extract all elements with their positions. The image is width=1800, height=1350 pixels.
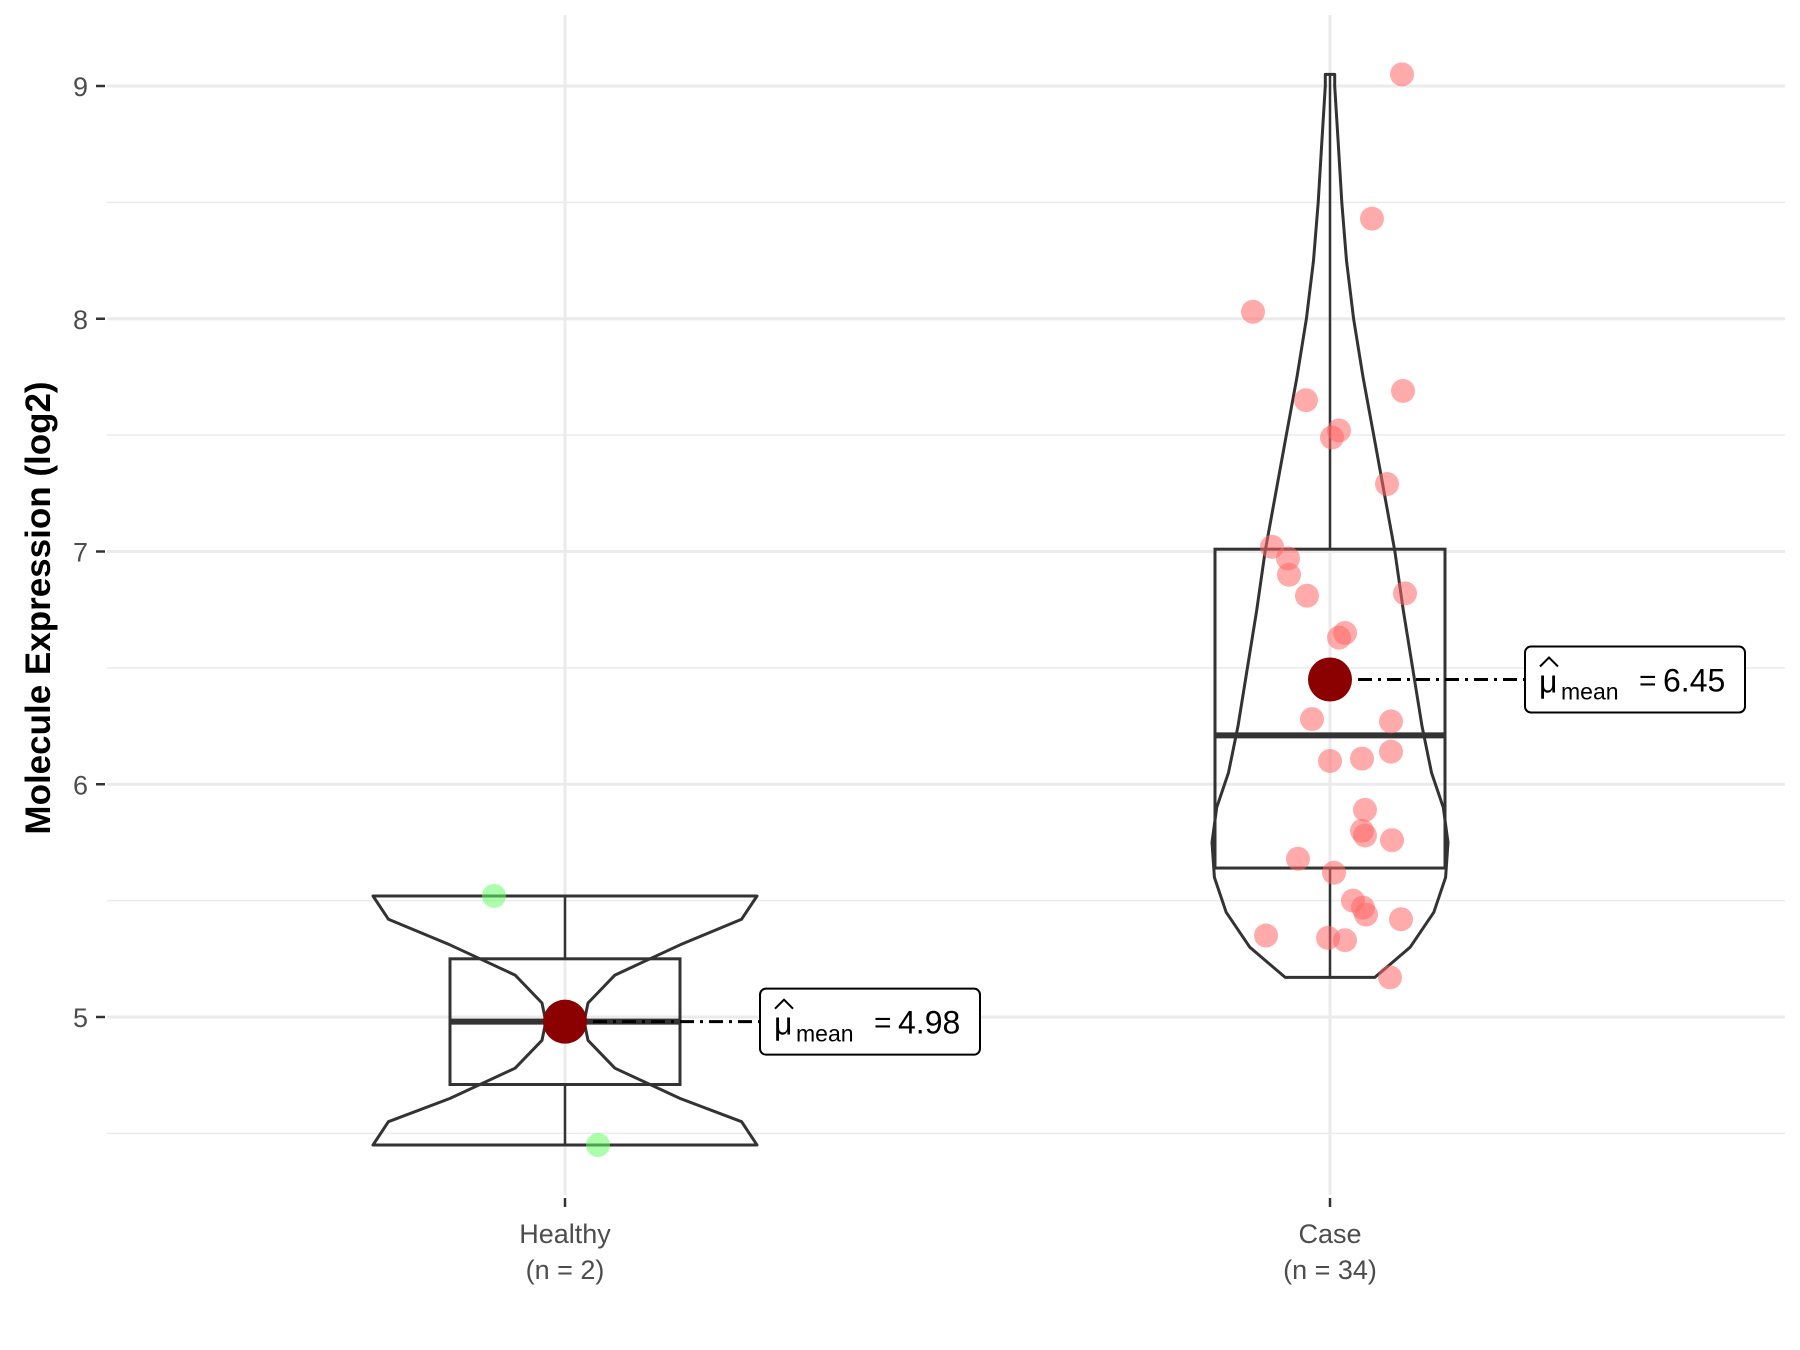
y-tick-label: 5 [73, 1003, 88, 1033]
data-point [1375, 472, 1399, 497]
y-axis-title: Molecule Expression (log2) [19, 381, 58, 834]
data-point [1277, 562, 1301, 587]
annotation-layer: μ mean = 4.98μ mean = 6.45 [593, 645, 1746, 1056]
mean-symbol: μ [1539, 664, 1557, 700]
mean-subscript: mean [796, 1021, 854, 1047]
data-point [482, 883, 506, 908]
data-point [1353, 797, 1377, 822]
data-point [1360, 206, 1384, 231]
data-point [1241, 299, 1265, 324]
axis-layer: 5 6 7 8 9 Molecule Expression (log2) Healthy (n… [19, 72, 1377, 1285]
violin-outline [1210, 72, 1450, 979]
x-tick-n-label: (n = 2) [526, 1255, 605, 1285]
mean-label: μ mean = 4.98 [759, 987, 981, 1056]
data-point [1254, 923, 1278, 948]
mean-label-box [759, 987, 981, 1056]
x-tick-n-label: (n = 34) [1283, 1255, 1377, 1285]
hat-icon [774, 998, 794, 1010]
mean-label: μ mean = 6.45 [1524, 645, 1746, 714]
y-tick-label: 6 [73, 770, 88, 800]
data-point [1300, 707, 1324, 732]
mean-equals: = [1639, 665, 1657, 698]
data-point [1318, 748, 1342, 773]
data-point [1353, 823, 1377, 848]
data-point [1294, 388, 1318, 413]
data-point [1378, 965, 1402, 990]
data-point [1322, 860, 1346, 885]
category-case [1210, 62, 1450, 990]
mean-equals: = [874, 1007, 892, 1040]
data-point [1393, 581, 1417, 606]
data-point [1379, 739, 1403, 764]
x-tick-label: Case [1298, 1219, 1361, 1249]
mean-point [543, 999, 587, 1044]
hat-icon [1539, 656, 1559, 668]
mean-value: 6.45 [1663, 663, 1725, 699]
data-point [1354, 902, 1378, 927]
data-point [1389, 907, 1413, 932]
y-tick-label: 9 [73, 72, 88, 102]
data-point [1379, 709, 1403, 734]
mean-value: 4.98 [898, 1005, 960, 1041]
violin-outline [371, 894, 759, 1147]
data-point [1327, 625, 1351, 650]
mean-point [1308, 657, 1352, 702]
data-point [586, 1133, 610, 1158]
data-point [1390, 62, 1414, 87]
data-point [1295, 583, 1319, 608]
data-point [1350, 746, 1374, 771]
mean-symbol: μ [774, 1006, 792, 1042]
y-tick-label: 8 [73, 305, 88, 335]
mean-label-box [1524, 645, 1746, 714]
y-tick-label: 7 [73, 538, 88, 568]
data-point [1316, 925, 1340, 950]
data-point [1380, 828, 1404, 853]
plot-layer [371, 62, 1450, 1158]
category-healthy [371, 883, 759, 1158]
mean-subscript: mean [1561, 679, 1619, 705]
data-point [1320, 425, 1344, 450]
x-tick-label: Healthy [519, 1219, 611, 1249]
data-point [1391, 378, 1415, 403]
data-point [1286, 846, 1310, 871]
